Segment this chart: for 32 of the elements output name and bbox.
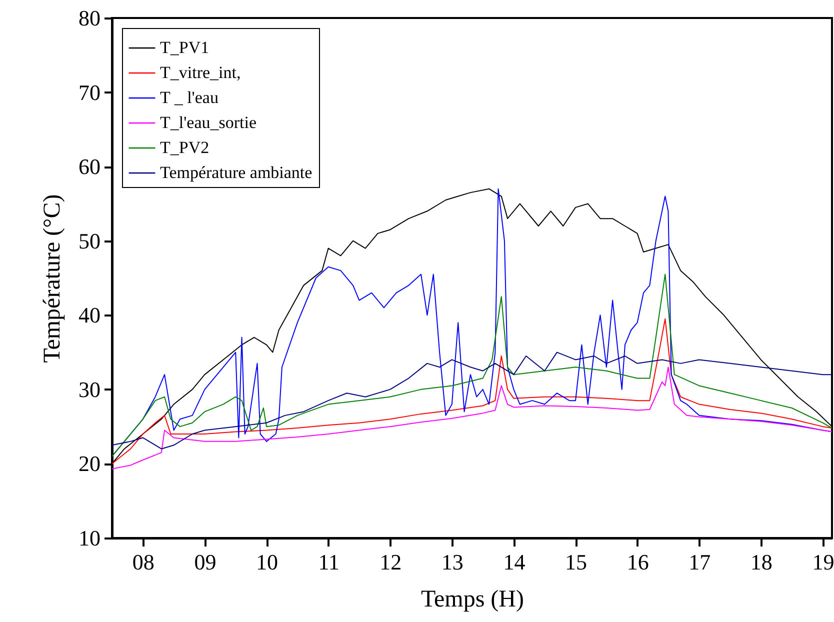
legend-label: T_l'eau_sortie bbox=[160, 113, 257, 132]
line-series bbox=[112, 274, 832, 457]
y-tick-label: 20 bbox=[78, 451, 100, 476]
legend-label: Température ambiante bbox=[160, 163, 312, 182]
legend-label: T_vitre_int, bbox=[160, 63, 241, 82]
x-tick-label: 17 bbox=[688, 550, 711, 574]
x-tick-label: 18 bbox=[750, 550, 772, 574]
x-axis-title: Temps (H) bbox=[421, 586, 524, 612]
y-tick-label: 40 bbox=[78, 302, 100, 328]
x-tick-label: 19 bbox=[812, 550, 834, 574]
legend-label: T _ l'eau bbox=[160, 88, 219, 107]
y-tick-label: 50 bbox=[78, 228, 100, 254]
y-tick-label: 70 bbox=[78, 80, 100, 105]
legend-label: T_PV1 bbox=[160, 38, 210, 57]
legend-label: T_PV2 bbox=[160, 138, 210, 157]
x-tick-label: 14 bbox=[503, 550, 526, 574]
x-tick-label: 13 bbox=[441, 550, 464, 574]
x-tick-label: 09 bbox=[194, 550, 216, 574]
y-tick-label: 80 bbox=[78, 6, 100, 30]
y-axis-title: Température (°C) bbox=[40, 194, 66, 363]
y-tick-label: 60 bbox=[78, 154, 100, 180]
x-tick-label: 15 bbox=[565, 550, 588, 574]
x-tick-label: 08 bbox=[132, 550, 154, 574]
y-tick-label: 30 bbox=[78, 376, 100, 402]
line-series bbox=[112, 366, 832, 470]
x-tick-label: 12 bbox=[380, 550, 402, 574]
x-tick-label: 10 bbox=[256, 550, 278, 574]
line-series bbox=[112, 318, 832, 464]
x-tick-label: 11 bbox=[318, 550, 340, 574]
line-series bbox=[112, 352, 832, 450]
x-tick-label: 16 bbox=[626, 550, 649, 574]
y-tick-label: 10 bbox=[78, 526, 100, 550]
